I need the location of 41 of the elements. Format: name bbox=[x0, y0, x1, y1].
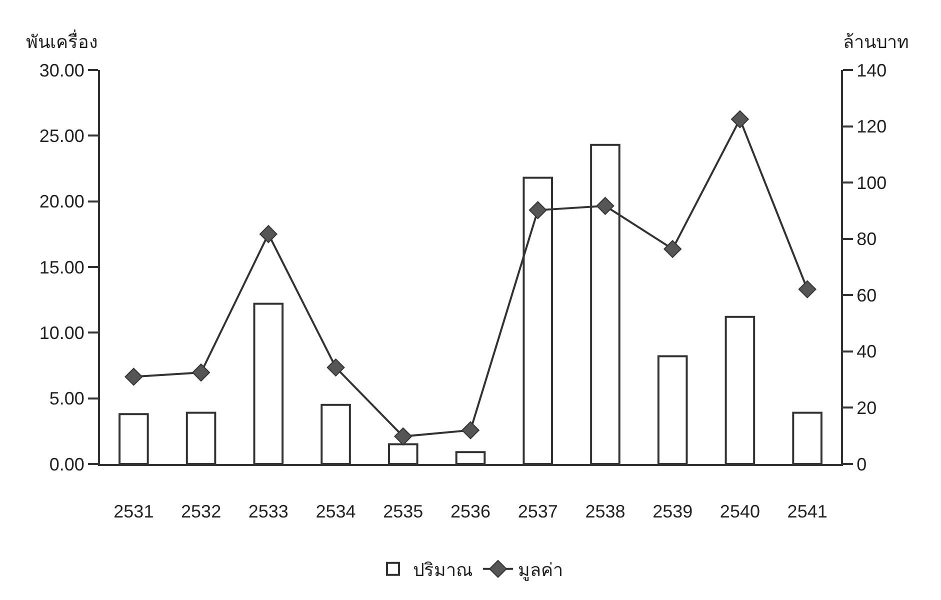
x-tick-label: 2541 bbox=[787, 502, 828, 522]
legend-label: ปริมาณ bbox=[413, 560, 473, 580]
y-axis-title: พันเครื่อง bbox=[26, 29, 98, 52]
y-tick-label: 5.00 bbox=[49, 388, 84, 409]
point bbox=[192, 364, 210, 382]
y-tick-label: 25.00 bbox=[39, 126, 84, 146]
y-tick-label: 10.00 bbox=[39, 322, 84, 343]
x-tick-label: 2538 bbox=[585, 502, 626, 522]
x-tick-label: 2534 bbox=[316, 502, 356, 522]
x-tick-label: 2537 bbox=[518, 502, 558, 522]
y-tick-label: 0.00 bbox=[49, 454, 84, 474]
point bbox=[326, 358, 345, 376]
point bbox=[731, 110, 749, 128]
point bbox=[528, 201, 547, 220]
legend-label: มูลค่า bbox=[518, 560, 563, 581]
x-tick-label: 2533 bbox=[248, 502, 288, 522]
y2-tick-label: 120 bbox=[856, 116, 887, 137]
point bbox=[462, 421, 480, 440]
y2-tick-label: 0 bbox=[856, 454, 867, 474]
x-tick-label: 2539 bbox=[652, 502, 693, 522]
point bbox=[394, 427, 412, 446]
y2-tick-label: 20 bbox=[856, 398, 877, 418]
x-tick-label: 2540 bbox=[720, 502, 760, 522]
y2-tick-label: 140 bbox=[856, 60, 887, 80]
point bbox=[596, 196, 614, 215]
y2-tick-label: 60 bbox=[856, 285, 877, 306]
point bbox=[798, 280, 816, 298]
y2-tick-label: 40 bbox=[856, 342, 877, 362]
x-tick-label: 2531 bbox=[114, 502, 154, 522]
point bbox=[124, 368, 143, 386]
x-tick-label: 2536 bbox=[450, 502, 491, 522]
y-tick-label: 20.00 bbox=[39, 192, 84, 212]
x-tick-label: 2532 bbox=[181, 502, 222, 522]
y2-axis-title: ล้านบาท bbox=[843, 32, 909, 52]
y-tick-label: 15.00 bbox=[39, 257, 84, 278]
point bbox=[664, 240, 682, 258]
y-tick-label: 30.00 bbox=[39, 60, 84, 80]
x-tick-label: 2535 bbox=[383, 502, 424, 522]
y2-tick-label: 100 bbox=[856, 172, 887, 193]
y2-tick-label: 80 bbox=[856, 229, 877, 250]
point bbox=[259, 225, 278, 244]
